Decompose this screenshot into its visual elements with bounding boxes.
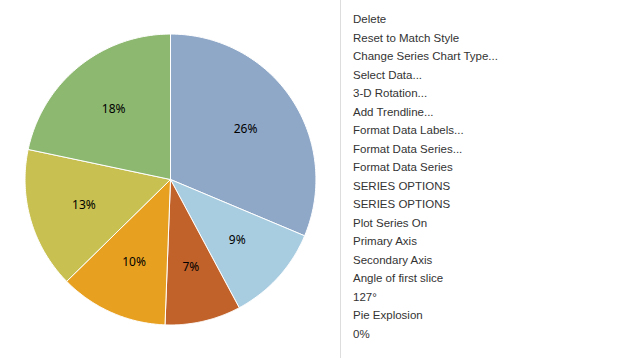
- html-text:SERIES OPTIONS: SERIES OPTIONS: [353, 198, 451, 210]
- svg-text:18%: 18%: [102, 100, 126, 117]
- html-text:Add Trendline...: Add Trendline...: [353, 105, 434, 118]
- html-text:SERIES OPTIONS: SERIES OPTIONS: [353, 179, 451, 192]
- svg-text:9%: 9%: [229, 231, 246, 248]
- html-text:0%: 0%: [353, 327, 370, 340]
- svg-text:7%: 7%: [182, 258, 199, 275]
- html-text:Delete: Delete: [353, 13, 387, 25]
- html-text:Reset to Match Style: Reset to Match Style: [353, 31, 460, 44]
- html-text:Format Data Series...: Format Data Series...: [353, 142, 463, 155]
- html-text:Pie Explosion: Pie Explosion: [353, 309, 423, 321]
- svg-text:26%: 26%: [234, 120, 258, 137]
- html-text:Primary Axis: Primary Axis: [353, 235, 417, 247]
- html-text:3-D Rotation...: 3-D Rotation...: [353, 87, 428, 99]
- html-text:Angle of first slice: Angle of first slice: [353, 272, 444, 284]
- svg-text:13%: 13%: [72, 196, 96, 213]
- html-text:127°: 127°: [353, 290, 377, 303]
- html-text:Plot Series On: Plot Series On: [353, 216, 428, 229]
- html-text:Format Data Labels...: Format Data Labels...: [353, 124, 464, 136]
- svg-text:10%: 10%: [122, 253, 146, 270]
- html-text:Format Data Series: Format Data Series: [353, 161, 453, 173]
- html-text:Change Series Chart Type...: Change Series Chart Type...: [353, 50, 498, 62]
- html-text:Select Data...: Select Data...: [353, 68, 422, 81]
- html-text:Secondary Axis: Secondary Axis: [353, 253, 433, 266]
